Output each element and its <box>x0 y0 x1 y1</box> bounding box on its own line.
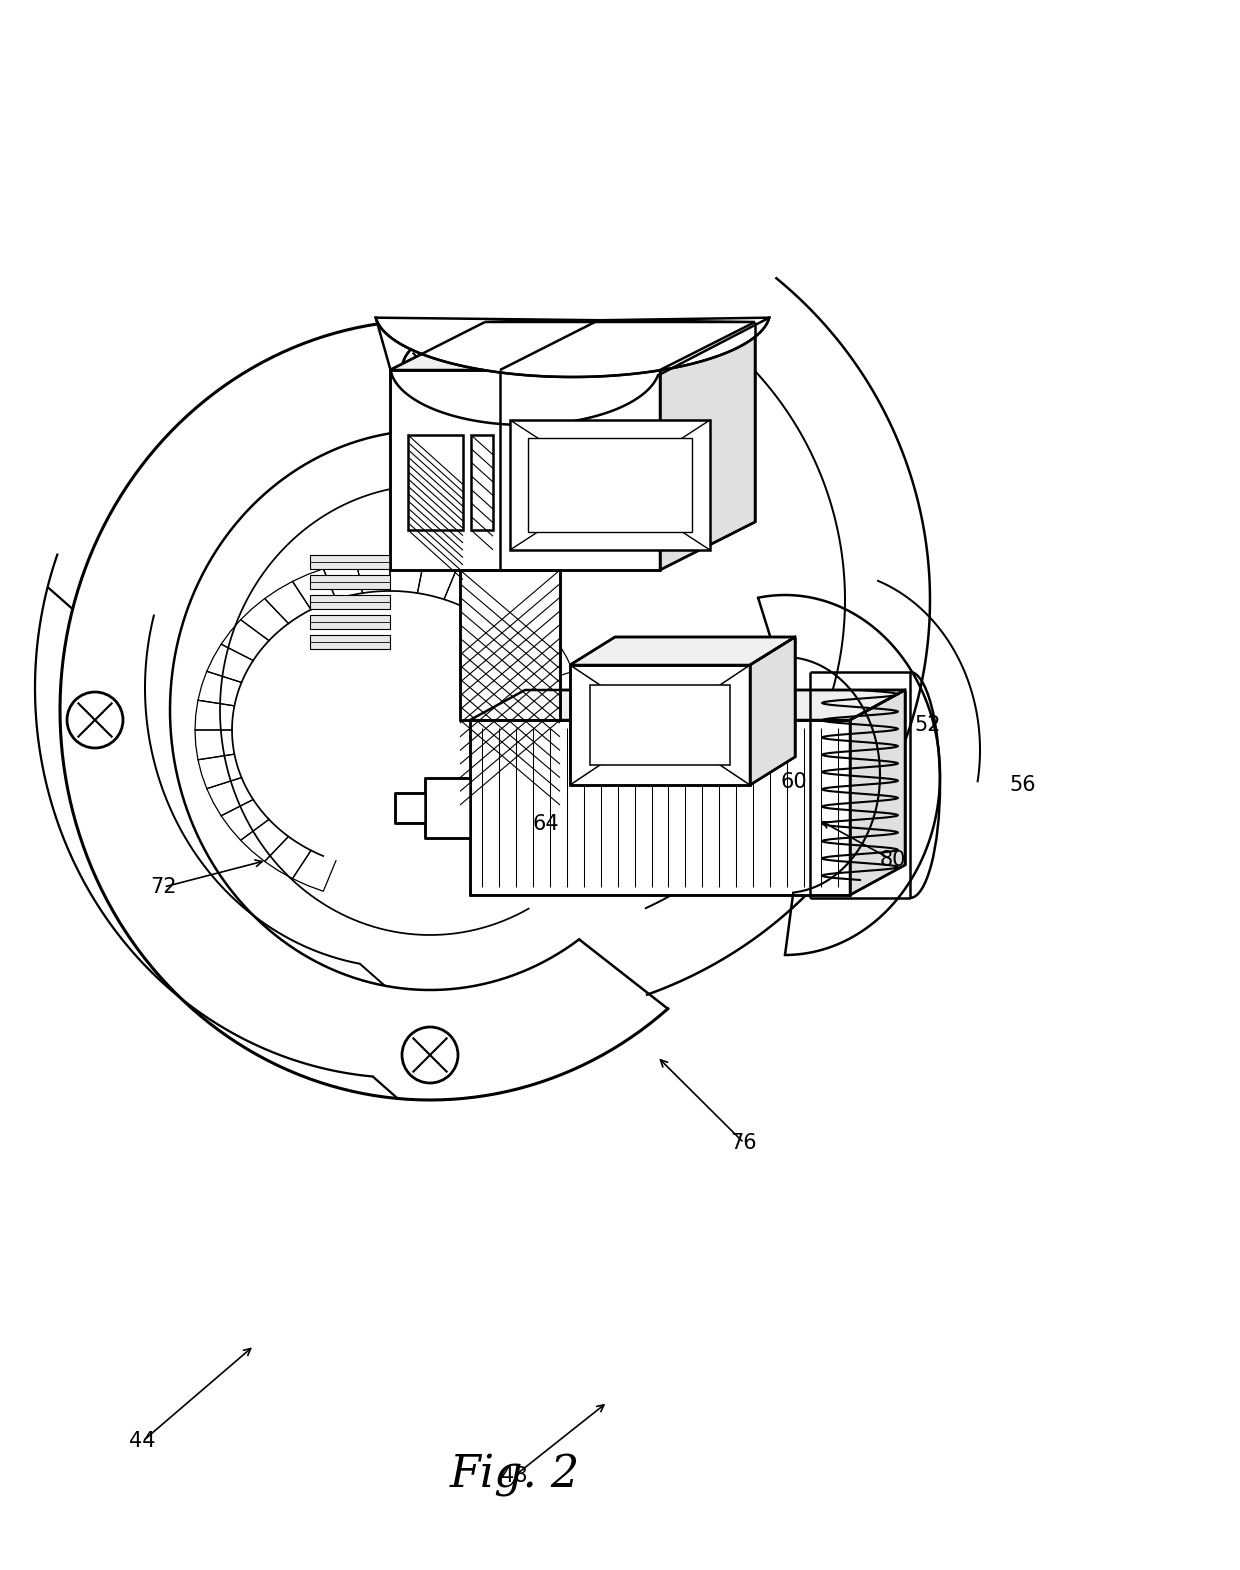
Polygon shape <box>310 575 391 589</box>
Text: Fig. 2: Fig. 2 <box>449 1454 580 1498</box>
Polygon shape <box>470 689 905 721</box>
Polygon shape <box>470 721 849 895</box>
Text: 56: 56 <box>1009 776 1037 794</box>
Polygon shape <box>396 793 425 823</box>
Polygon shape <box>590 685 730 765</box>
Text: 60: 60 <box>780 772 807 791</box>
Polygon shape <box>310 634 391 648</box>
Polygon shape <box>310 556 391 568</box>
Polygon shape <box>849 689 905 895</box>
Polygon shape <box>376 317 769 377</box>
Polygon shape <box>660 322 755 570</box>
Text: 64: 64 <box>532 815 559 834</box>
Polygon shape <box>391 322 755 371</box>
Polygon shape <box>510 421 711 550</box>
Polygon shape <box>310 595 391 609</box>
Circle shape <box>67 692 123 747</box>
Polygon shape <box>570 666 750 785</box>
Text: 52: 52 <box>914 716 941 735</box>
Text: 76: 76 <box>730 1134 758 1152</box>
Polygon shape <box>408 435 463 531</box>
Polygon shape <box>528 438 692 532</box>
Polygon shape <box>570 637 795 666</box>
Text: 72: 72 <box>150 878 177 896</box>
Polygon shape <box>425 777 470 837</box>
Polygon shape <box>310 615 391 630</box>
Polygon shape <box>460 570 560 721</box>
Text: 44: 44 <box>129 1432 156 1451</box>
Polygon shape <box>391 371 660 570</box>
Polygon shape <box>471 435 494 531</box>
Circle shape <box>402 342 458 399</box>
Polygon shape <box>750 637 795 785</box>
Circle shape <box>402 1027 458 1083</box>
Text: 80: 80 <box>879 851 906 870</box>
Text: 48: 48 <box>501 1466 528 1485</box>
